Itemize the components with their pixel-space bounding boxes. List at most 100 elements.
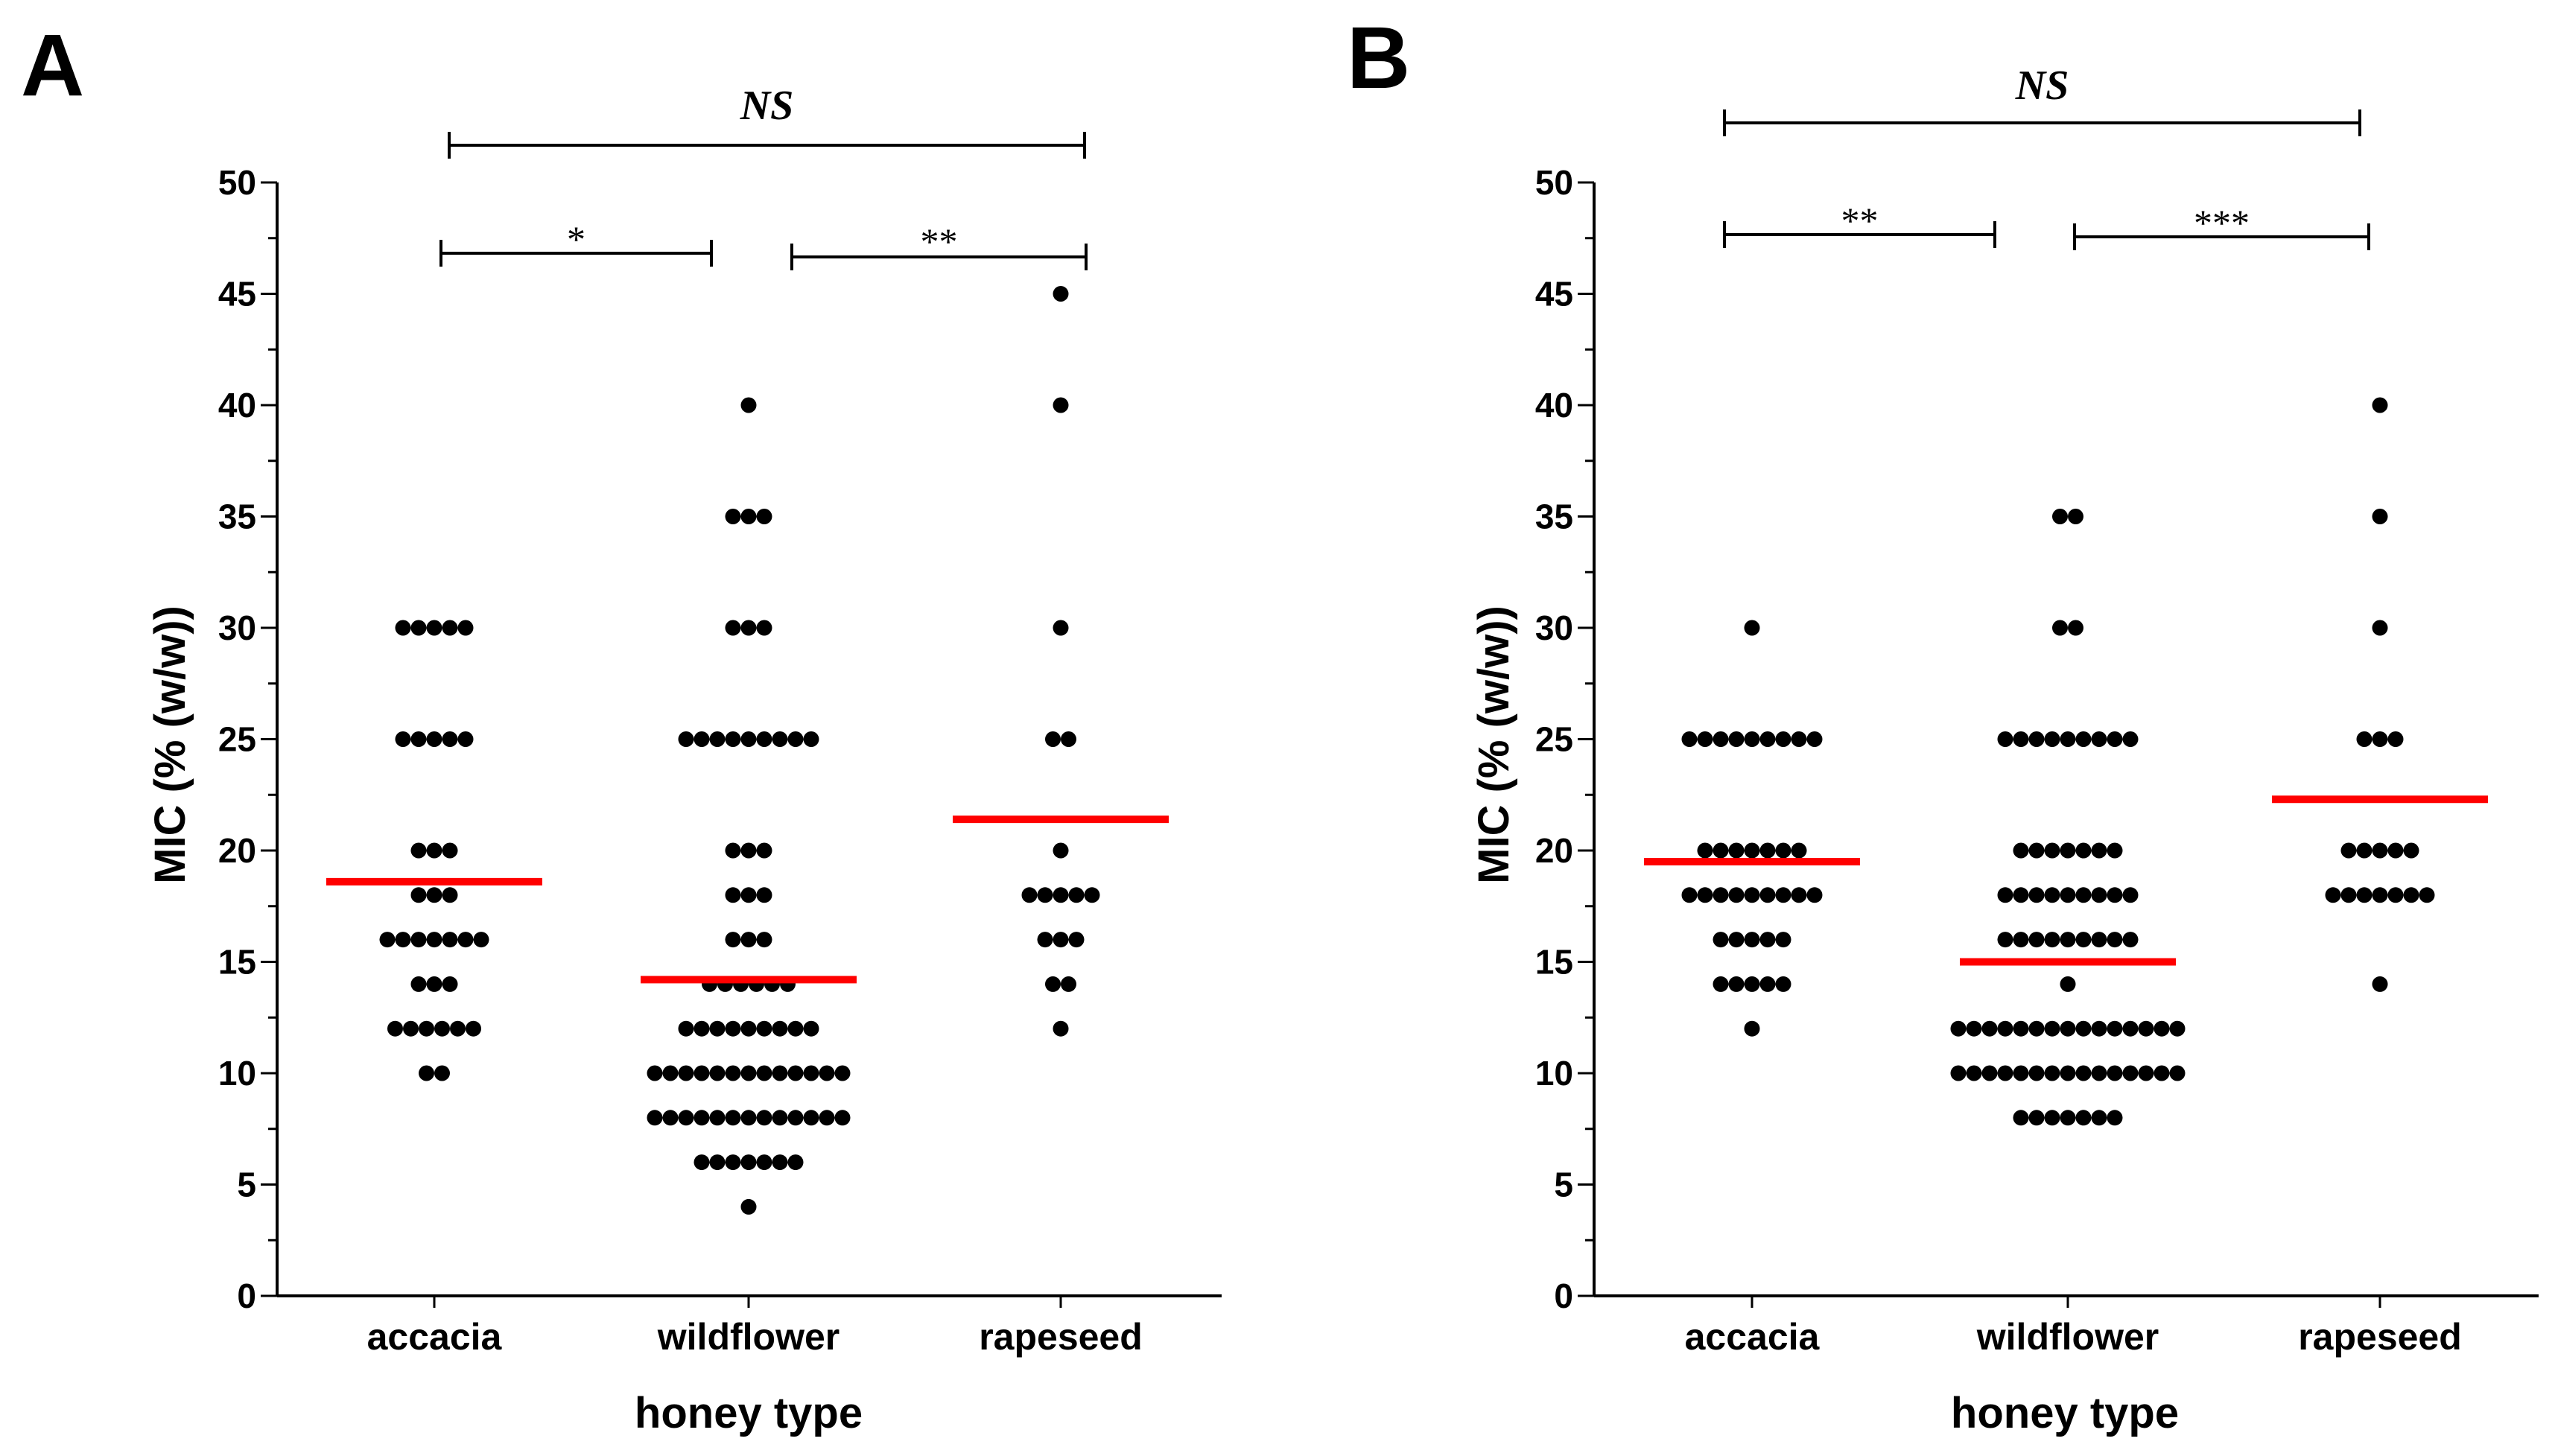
data-point bbox=[395, 731, 411, 747]
data-point bbox=[1045, 731, 1061, 747]
data-point bbox=[740, 1110, 757, 1126]
data-point bbox=[1068, 887, 1085, 903]
significance-label: * bbox=[567, 218, 585, 260]
data-point bbox=[426, 842, 442, 859]
data-point bbox=[426, 932, 442, 948]
data-point bbox=[1728, 731, 1745, 747]
data-point bbox=[772, 1020, 788, 1037]
data-point bbox=[740, 509, 757, 524]
data-point bbox=[410, 887, 427, 903]
data-point bbox=[709, 1110, 726, 1126]
data-point bbox=[787, 1110, 804, 1126]
significance-bracket: NS bbox=[1723, 63, 2361, 136]
data-point bbox=[2052, 620, 2068, 636]
y-tick-label: 45 bbox=[1535, 275, 1573, 314]
y-tick-label: 20 bbox=[1535, 831, 1573, 870]
data-point bbox=[2387, 887, 2404, 903]
data-point bbox=[740, 397, 757, 413]
data-point bbox=[1775, 976, 1791, 992]
y-tick-label: 25 bbox=[218, 720, 256, 759]
data-point bbox=[740, 1154, 757, 1171]
data-point bbox=[2419, 887, 2435, 903]
y-tick-label: 30 bbox=[218, 608, 256, 647]
data-point bbox=[803, 1065, 819, 1081]
data-point bbox=[2075, 842, 2092, 859]
data-point bbox=[2107, 1065, 2123, 1081]
data-point bbox=[803, 731, 819, 747]
data-point bbox=[2075, 932, 2092, 948]
data-point bbox=[756, 731, 772, 747]
data-point bbox=[1981, 1065, 1998, 1081]
data-point bbox=[1045, 976, 1061, 992]
data-point bbox=[1997, 1065, 2013, 1081]
y-tick-label: 15 bbox=[1535, 943, 1573, 982]
data-point bbox=[1759, 731, 1776, 747]
data-point bbox=[442, 932, 458, 948]
data-point bbox=[1053, 887, 1069, 903]
data-point bbox=[819, 1110, 835, 1126]
x-tick-label: wildflower bbox=[1976, 1316, 2159, 1358]
data-point bbox=[419, 1020, 434, 1037]
data-point bbox=[2091, 731, 2107, 747]
data-point bbox=[457, 620, 474, 636]
data-point bbox=[740, 842, 757, 859]
data-point bbox=[787, 1154, 804, 1171]
data-point bbox=[1053, 1020, 1069, 1037]
data-point bbox=[1791, 887, 1807, 903]
data-point bbox=[2060, 731, 2076, 747]
data-point bbox=[1759, 976, 1776, 992]
data-point bbox=[1061, 731, 1076, 747]
data-point bbox=[410, 932, 427, 948]
data-point bbox=[2122, 731, 2139, 747]
data-point bbox=[410, 731, 427, 747]
data-point bbox=[740, 1020, 757, 1037]
data-point bbox=[756, 509, 772, 524]
data-point bbox=[1997, 1020, 2013, 1037]
data-point bbox=[2075, 887, 2092, 903]
data-point bbox=[678, 731, 694, 747]
data-point bbox=[1713, 842, 1729, 859]
data-point bbox=[1791, 731, 1807, 747]
data-point bbox=[2325, 887, 2341, 903]
data-point bbox=[2372, 976, 2388, 992]
data-point bbox=[2013, 1020, 2029, 1037]
data-point bbox=[740, 620, 757, 636]
data-point bbox=[725, 887, 741, 903]
x-tick-label: rapeseed bbox=[979, 1316, 1143, 1358]
y-tick-label: 35 bbox=[1535, 497, 1573, 536]
data-point bbox=[2028, 842, 2045, 859]
data-point bbox=[2122, 1020, 2139, 1037]
data-point bbox=[1744, 887, 1760, 903]
data-point bbox=[1697, 887, 1713, 903]
data-point bbox=[1744, 976, 1760, 992]
data-point bbox=[756, 1065, 772, 1081]
data-point bbox=[834, 1110, 851, 1126]
data-point bbox=[2013, 887, 2029, 903]
y-tick-label: 35 bbox=[218, 497, 256, 536]
data-point bbox=[434, 1065, 450, 1081]
data-point bbox=[442, 731, 458, 747]
x-axis-title: honey type bbox=[635, 1389, 863, 1437]
data-point bbox=[2372, 887, 2388, 903]
data-point bbox=[1744, 842, 1760, 859]
data-point bbox=[1759, 842, 1776, 859]
data-point bbox=[2028, 1065, 2045, 1081]
x-tick-label: accacia bbox=[1685, 1316, 1821, 1358]
data-point bbox=[1728, 842, 1745, 859]
data-point bbox=[2387, 731, 2404, 747]
data-point bbox=[1997, 731, 2013, 747]
data-point bbox=[2091, 1110, 2107, 1126]
data-point bbox=[442, 976, 458, 992]
data-point bbox=[1775, 887, 1791, 903]
data-point bbox=[725, 620, 741, 636]
data-point bbox=[2075, 1020, 2092, 1037]
data-point bbox=[2138, 1065, 2154, 1081]
data-point bbox=[2169, 1020, 2186, 1037]
data-point bbox=[2091, 887, 2107, 903]
data-point bbox=[1728, 976, 1745, 992]
data-point bbox=[2107, 842, 2123, 859]
data-point bbox=[787, 731, 804, 747]
data-point bbox=[387, 1020, 403, 1037]
data-point bbox=[2403, 842, 2419, 859]
